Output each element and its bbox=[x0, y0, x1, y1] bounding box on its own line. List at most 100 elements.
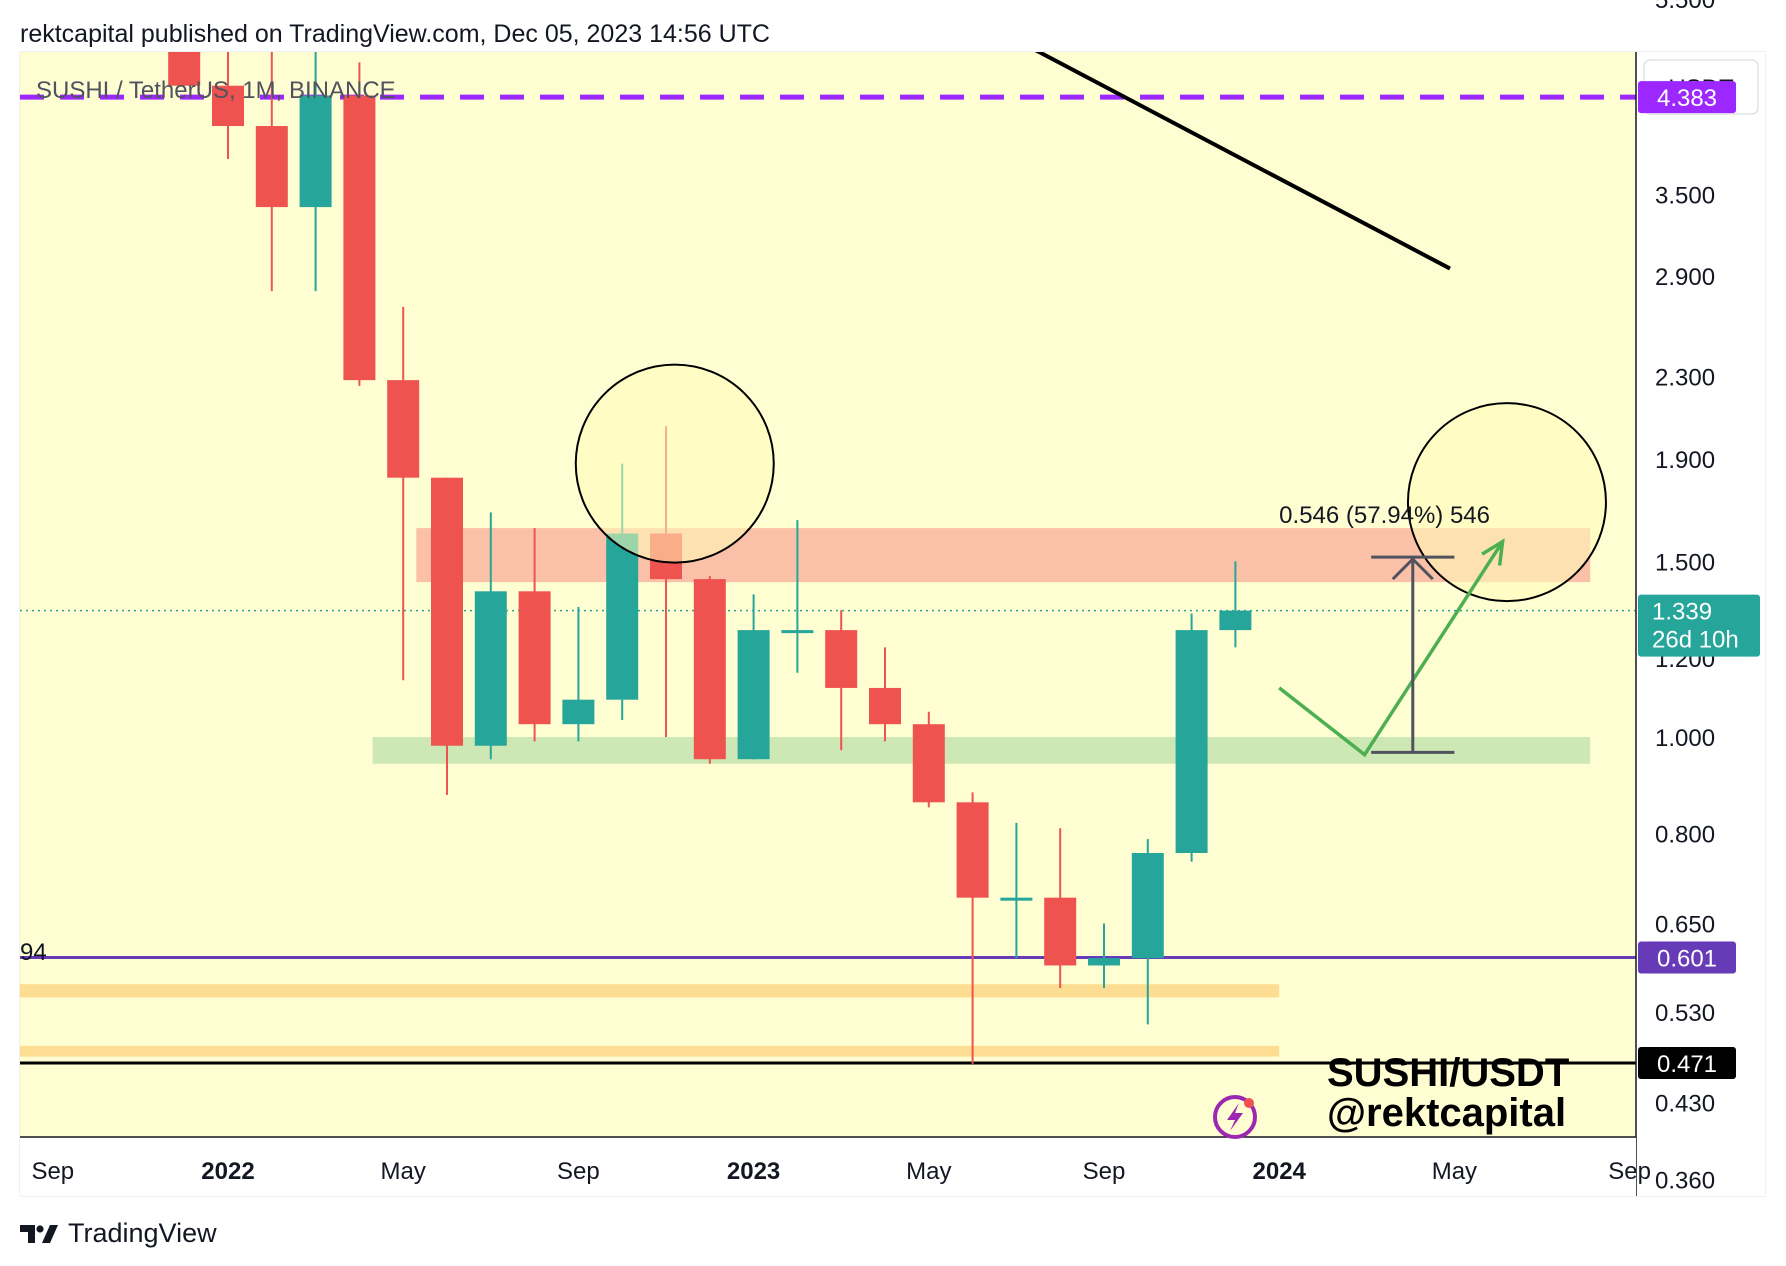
candle-2022-12 bbox=[693, 576, 726, 764]
y-tick-label: 3.500 bbox=[1655, 183, 1715, 210]
candle-body bbox=[474, 591, 507, 746]
candle-body bbox=[781, 630, 814, 634]
price-label-bg bbox=[1638, 1047, 1736, 1080]
x-tick-label: Sep bbox=[31, 1158, 74, 1185]
candle-body bbox=[912, 724, 945, 803]
candle-2023-11 bbox=[1175, 613, 1208, 862]
candle-2023-12 bbox=[1219, 561, 1252, 648]
candle-2022-03 bbox=[299, 52, 332, 292]
candle-2022-02 bbox=[255, 52, 288, 292]
candle-body bbox=[387, 380, 420, 478]
y-tick-label: 0.530 bbox=[1655, 1000, 1715, 1027]
candle-2023-01 bbox=[737, 594, 770, 760]
candle-2022-10 bbox=[606, 463, 639, 721]
published-header: rektcapital published on TradingView.com… bbox=[20, 20, 770, 48]
chart-title: SUSHI / TetherUS, 1M, BINANCE bbox=[36, 77, 396, 104]
candle-body bbox=[299, 95, 332, 208]
trendline bbox=[1034, 52, 1451, 271]
candle-body bbox=[606, 533, 639, 700]
candle-body bbox=[956, 802, 989, 898]
plot-area[interactable] bbox=[20, 52, 1636, 1137]
projection-arrowhead bbox=[1481, 538, 1505, 566]
watermark-handle: @rektcapital bbox=[1327, 1091, 1566, 1135]
candles bbox=[168, 52, 1252, 1064]
price-label-2: 0.471 bbox=[1638, 1047, 1736, 1080]
price-label-text: 4.383 bbox=[1657, 85, 1717, 112]
candle-body bbox=[1088, 958, 1120, 966]
annotations: 0.546 (57.94%) 546 bbox=[574, 363, 1607, 758]
candle-body bbox=[1175, 630, 1208, 853]
candle-2022-06 bbox=[431, 477, 463, 795]
measure-label: 0.546 (57.94%) 546 bbox=[1279, 502, 1490, 529]
candle-body bbox=[168, 52, 201, 86]
tradingview-logo-icon bbox=[20, 1224, 58, 1243]
candle-body bbox=[212, 85, 244, 127]
price-label-text: 0.601 bbox=[1657, 945, 1717, 972]
x-tick-label: Sep bbox=[1608, 1158, 1651, 1185]
candle-body bbox=[1044, 897, 1077, 966]
zones bbox=[20, 528, 1591, 1057]
partial-level-label: 94 bbox=[20, 939, 47, 966]
y-tick-label: 1.900 bbox=[1655, 447, 1715, 474]
candle-2023-09 bbox=[1088, 923, 1120, 989]
horizontal-levels bbox=[20, 94, 1636, 1065]
price-label-1: 0.601 bbox=[1638, 941, 1736, 974]
projection-path bbox=[1278, 540, 1505, 758]
x-tick-label: May bbox=[1432, 1158, 1477, 1185]
y-tick-label: 5.500 bbox=[1655, 0, 1715, 14]
zone-orange-upper bbox=[20, 984, 1280, 998]
x-tick-label: 2023 bbox=[727, 1158, 780, 1185]
tradingview-brand: TradingView bbox=[68, 1218, 217, 1248]
trendline-group bbox=[1034, 52, 1451, 271]
candle-body bbox=[869, 687, 901, 725]
x-tick-label: May bbox=[906, 1158, 951, 1185]
x-tick-labels: Sep 2022 May Sep 2023 May Sep 2024 May Sep bbox=[31, 1158, 1651, 1185]
price-label-bg bbox=[1638, 941, 1736, 974]
candle-2022-05 bbox=[387, 306, 420, 681]
y-tick-label: 0.800 bbox=[1655, 822, 1715, 849]
candle-2021-12 bbox=[168, 52, 201, 86]
x-tick-label: Sep bbox=[557, 1158, 600, 1185]
candle-2023-06 bbox=[956, 792, 989, 1064]
candle-2022-04 bbox=[343, 62, 376, 386]
y-tick-label: 2.900 bbox=[1655, 264, 1715, 291]
x-tick-label: May bbox=[381, 1158, 426, 1185]
footer: TradingView bbox=[20, 1218, 217, 1249]
watermark-pair: SUSHI/USDT bbox=[1327, 1051, 1569, 1095]
candle-2023-02 bbox=[781, 520, 814, 673]
candle-2023-08 bbox=[1044, 828, 1077, 989]
zone-support bbox=[372, 737, 1591, 764]
current-price-countdown: 26d 10h bbox=[1652, 627, 1739, 654]
x-tick-label: 2022 bbox=[201, 1158, 254, 1185]
time-axis bbox=[20, 1137, 1636, 1196]
price-label-0: 4.383 bbox=[1638, 81, 1736, 114]
candle-2022-07 bbox=[474, 512, 507, 760]
price-label-text: 0.471 bbox=[1657, 1051, 1717, 1078]
x-tick-label: 2024 bbox=[1253, 1158, 1307, 1185]
zone-orange-lower bbox=[20, 1045, 1280, 1057]
measure-arrowhead bbox=[1391, 557, 1434, 581]
y-tick-label: 1.000 bbox=[1655, 725, 1715, 752]
candle-body bbox=[255, 126, 288, 208]
candle-body bbox=[1000, 897, 1033, 901]
lightning-logo-icon bbox=[1213, 1095, 1257, 1139]
y-tick-label: 2.300 bbox=[1655, 364, 1715, 391]
candle-2023-10 bbox=[1131, 839, 1164, 1025]
y-tick-label: 1.500 bbox=[1655, 549, 1715, 576]
candle-body bbox=[1131, 852, 1164, 959]
y-tick-labels: 5.5003.5002.9002.3001.9001.5001.2001.000… bbox=[1655, 0, 1715, 1194]
candle-2022-01 bbox=[212, 52, 244, 159]
candle-2022-09 bbox=[562, 607, 595, 742]
candle-body bbox=[562, 699, 595, 725]
candle-body bbox=[343, 95, 376, 381]
candle-2023-07 bbox=[1000, 822, 1033, 959]
candle-body bbox=[1219, 610, 1252, 631]
candle-2023-05 bbox=[912, 711, 945, 808]
candle-body bbox=[518, 591, 551, 725]
candle-body bbox=[693, 579, 726, 760]
candle-2022-08 bbox=[518, 528, 551, 742]
y-tick-label: 0.360 bbox=[1655, 1167, 1715, 1194]
